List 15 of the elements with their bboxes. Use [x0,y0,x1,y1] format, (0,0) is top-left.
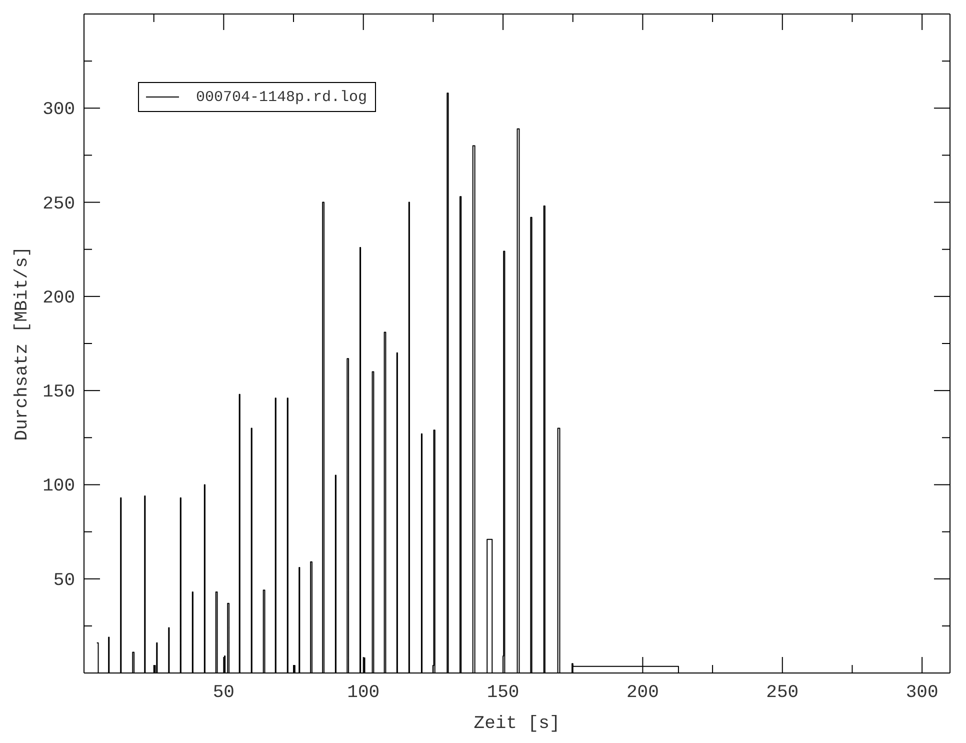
y-axis-title: Durchsatz [MBit/s] [12,246,32,441]
x-tick-label: 200 [626,683,659,703]
x-tick-label: 150 [486,683,520,703]
y-tick-label: 100 [42,476,75,497]
y-tick-label: 200 [42,288,75,308]
y-tick-label: 300 [42,100,75,120]
legend-label: 000704-1148p.rd.log [196,88,368,106]
y-tick-label: 250 [42,194,75,214]
y-tick-label: 50 [53,570,75,591]
x-tick-label: 250 [766,683,799,703]
x-tick-label: 300 [906,683,938,703]
y-tick-label: 150 [42,382,75,403]
x-tick-label: 50 [212,683,234,703]
x-axis-title: Zeit [s] [474,714,560,734]
x-tick-label: 100 [347,683,380,703]
